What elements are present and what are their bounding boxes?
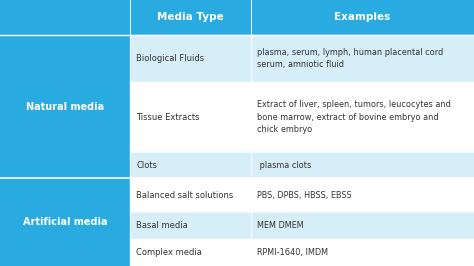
Bar bbox=[0, 35, 130, 178]
Bar bbox=[130, 178, 251, 212]
Bar bbox=[251, 82, 474, 152]
Bar bbox=[251, 0, 474, 35]
Text: Tissue Extracts: Tissue Extracts bbox=[136, 113, 200, 122]
Text: PBS, DPBS, HBSS, EBSS: PBS, DPBS, HBSS, EBSS bbox=[257, 191, 352, 200]
Bar bbox=[251, 178, 474, 212]
Bar bbox=[130, 35, 251, 82]
Text: plasma, serum, lymph, human placental cord
serum, amniotic fluid: plasma, serum, lymph, human placental co… bbox=[257, 48, 443, 69]
Text: MEM DMEM: MEM DMEM bbox=[257, 221, 304, 230]
Bar bbox=[130, 82, 251, 152]
Text: Biological Fluids: Biological Fluids bbox=[136, 54, 204, 63]
Text: Balanced salt solutions: Balanced salt solutions bbox=[136, 191, 233, 200]
Text: Extract of liver, spleen, tumors, leucocytes and
bone marrow, extract of bovine : Extract of liver, spleen, tumors, leucoc… bbox=[257, 100, 451, 134]
Bar bbox=[130, 152, 251, 178]
Bar bbox=[130, 239, 251, 266]
Text: Complex media: Complex media bbox=[136, 248, 202, 257]
Text: Media Type: Media Type bbox=[157, 12, 224, 22]
Text: Clots: Clots bbox=[136, 161, 157, 170]
Bar bbox=[251, 35, 474, 82]
Text: Artificial media: Artificial media bbox=[23, 217, 108, 227]
Text: RPMI-1640, IMDM: RPMI-1640, IMDM bbox=[257, 248, 328, 257]
Bar bbox=[130, 212, 251, 239]
Bar bbox=[0, 0, 130, 35]
Text: Examples: Examples bbox=[335, 12, 391, 22]
Bar bbox=[130, 0, 251, 35]
Bar bbox=[251, 152, 474, 178]
Text: plasma clots: plasma clots bbox=[257, 161, 311, 170]
Bar bbox=[251, 212, 474, 239]
Text: Basal media: Basal media bbox=[136, 221, 188, 230]
Bar bbox=[0, 178, 130, 266]
Bar bbox=[251, 239, 474, 266]
Text: Natural media: Natural media bbox=[26, 102, 104, 111]
